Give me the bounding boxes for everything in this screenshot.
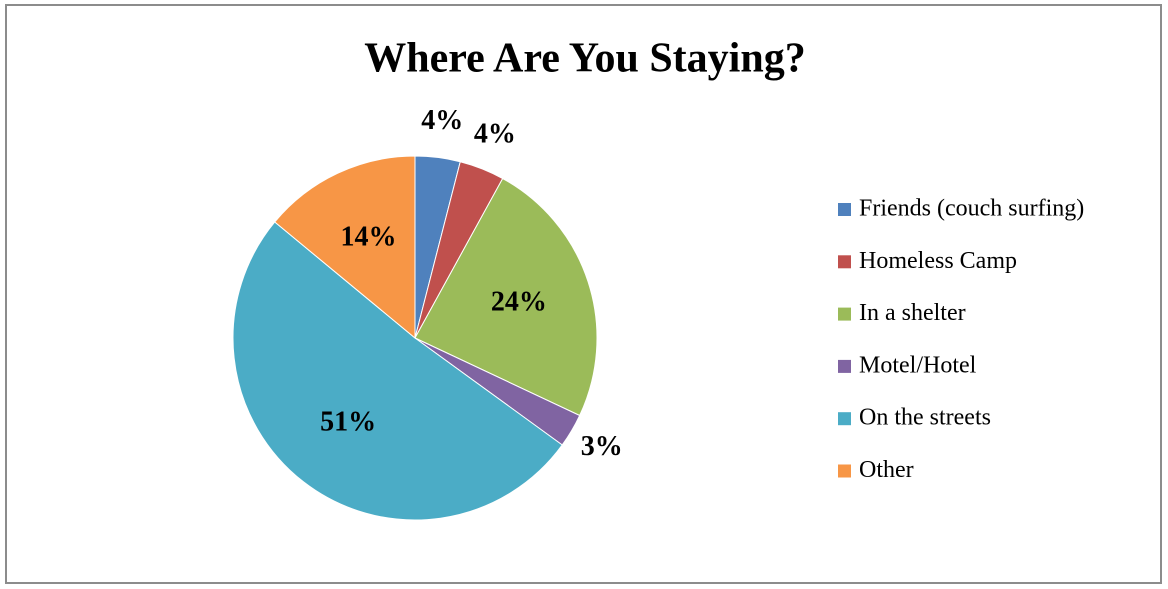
legend-swatch	[838, 255, 851, 269]
pie-slice	[414, 177, 598, 417]
legend-label: Other	[859, 457, 914, 483]
data-label: 14%	[341, 222, 397, 253]
pie-slice	[232, 221, 563, 521]
data-label: 4%	[421, 105, 463, 136]
legend-swatch	[838, 464, 851, 478]
data-label: 4%	[474, 119, 516, 150]
data-label: 3%	[581, 431, 623, 462]
pie-slice	[274, 155, 416, 340]
legend-swatch	[838, 359, 851, 373]
legend-label: Motel/Hotel	[859, 352, 977, 378]
legend-label: Friends (couch surfing)	[859, 196, 1084, 222]
chart-title: Where Are You Staying?	[364, 36, 805, 82]
legend-label: On the streets	[859, 405, 991, 431]
legend-label: In a shelter	[859, 300, 966, 326]
data-label: 51%	[320, 407, 376, 438]
legend-swatch	[838, 412, 851, 426]
legend-swatch	[838, 203, 851, 216]
legend-swatch	[838, 307, 851, 321]
legend-label: Homeless Camp	[859, 248, 1017, 274]
data-label: 24%	[491, 287, 547, 318]
